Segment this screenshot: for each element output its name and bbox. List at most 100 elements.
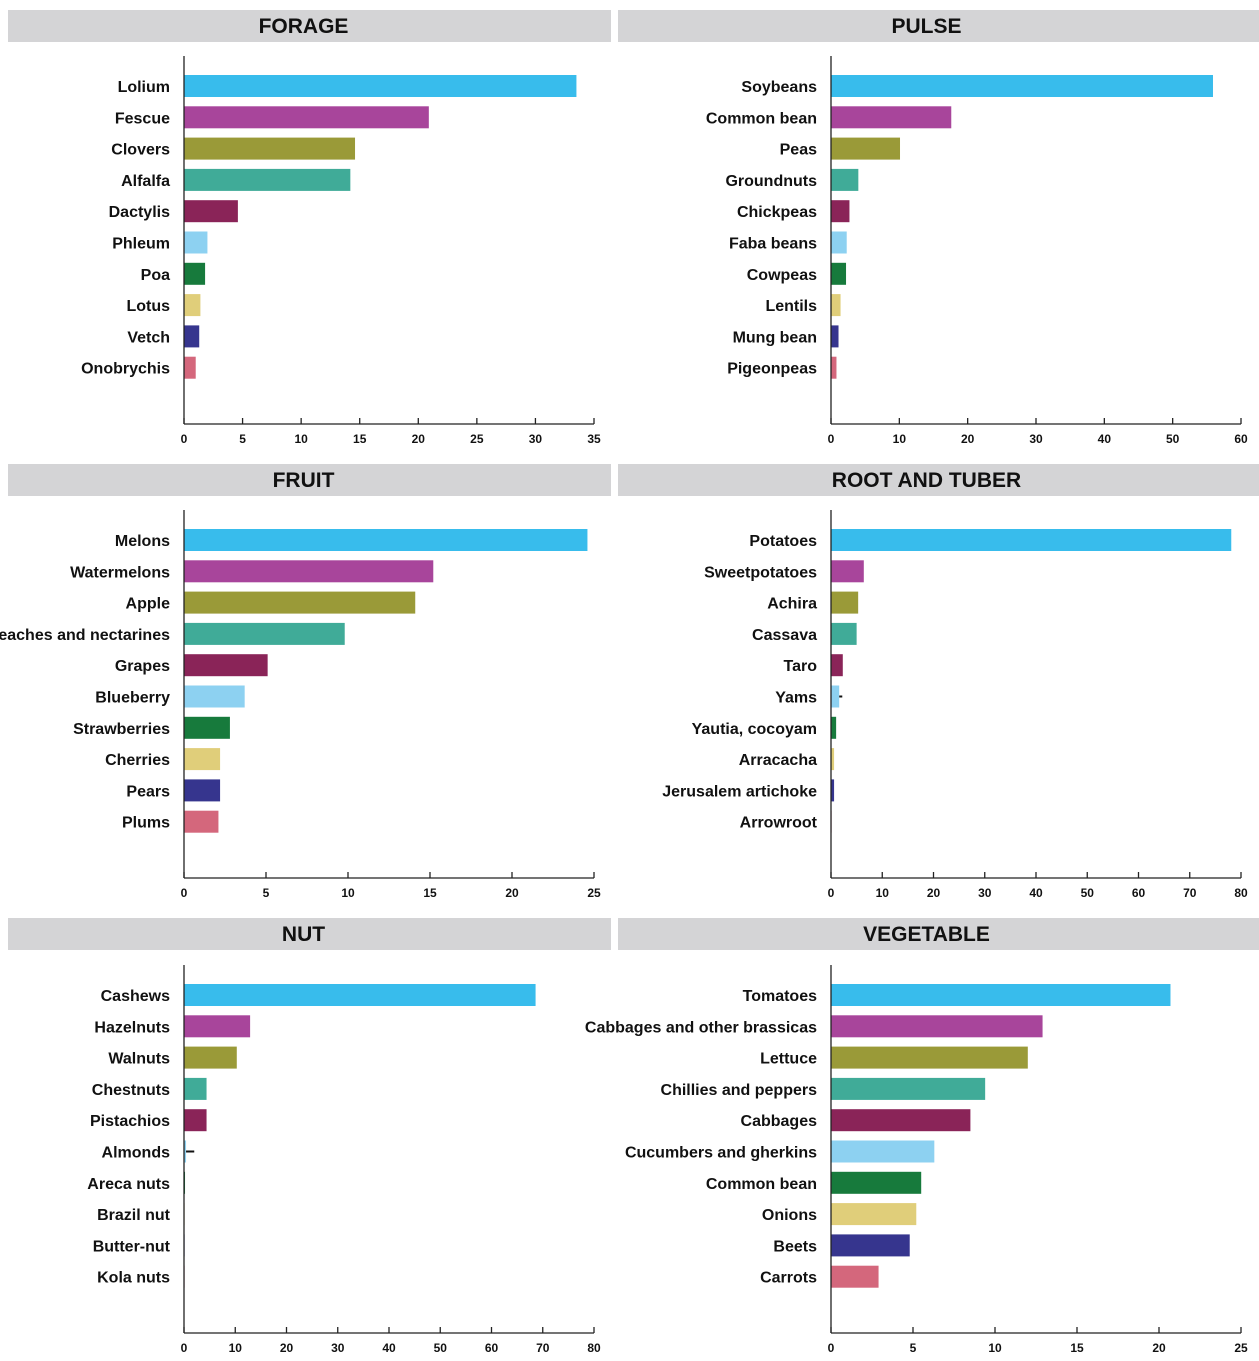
bar bbox=[831, 200, 850, 223]
chart-panel-vegetable: VEGETABLE Tomatoes Cabbages and other bras… bbox=[585, 918, 1259, 1355]
category-label: Grapes bbox=[115, 658, 170, 675]
bar bbox=[184, 529, 588, 551]
x-tick-label: 10 bbox=[988, 1341, 1002, 1355]
panel-title: FORAGE bbox=[259, 15, 349, 38]
bar bbox=[831, 529, 1232, 551]
category-label: Pigeonpeas bbox=[727, 361, 817, 378]
bar bbox=[184, 75, 577, 97]
x-tick-label: 80 bbox=[587, 1341, 601, 1355]
category-label: Lettuce bbox=[760, 1051, 817, 1068]
x-tick-label: 0 bbox=[181, 1341, 188, 1355]
bar bbox=[831, 1234, 910, 1257]
x-tick-label: 10 bbox=[893, 432, 907, 446]
bar bbox=[184, 622, 345, 645]
bar bbox=[831, 168, 859, 191]
bar bbox=[831, 1171, 922, 1194]
x-tick-label: 30 bbox=[529, 432, 543, 446]
category-label: Walnuts bbox=[108, 1051, 170, 1068]
x-tick-label: 50 bbox=[434, 1341, 448, 1355]
x-tick-label: 5 bbox=[263, 886, 270, 900]
bar bbox=[831, 1265, 879, 1288]
bar bbox=[831, 560, 864, 583]
bar bbox=[184, 294, 201, 317]
x-tick-label: 25 bbox=[1234, 1341, 1248, 1355]
category-label: Butter-nut bbox=[93, 1238, 171, 1255]
x-tick-label: 40 bbox=[1098, 432, 1112, 446]
bar bbox=[184, 685, 245, 708]
bar bbox=[831, 984, 1171, 1006]
x-tick-label: 10 bbox=[341, 886, 355, 900]
bar bbox=[831, 1140, 935, 1163]
bar bbox=[184, 1046, 237, 1069]
category-label: Blueberry bbox=[95, 690, 170, 707]
x-tick-label: 40 bbox=[1029, 886, 1043, 900]
category-label: Chillies and peppers bbox=[661, 1082, 818, 1099]
category-label: Beets bbox=[773, 1238, 817, 1255]
category-label: Lolium bbox=[118, 79, 170, 96]
category-label: Taro bbox=[784, 658, 818, 675]
category-label: Apple bbox=[126, 596, 171, 613]
panel-title: PULSE bbox=[891, 15, 961, 38]
category-label: Melons bbox=[115, 533, 170, 550]
chart-panel-pulse: PULSE Soybeans Common bean Peas Groundnuts Ch… bbox=[618, 10, 1259, 446]
x-tick-label: 35 bbox=[587, 432, 601, 446]
x-tick-label: 10 bbox=[229, 1341, 243, 1355]
category-label: Kola nuts bbox=[97, 1270, 170, 1287]
category-label: Vetch bbox=[127, 329, 170, 346]
bar bbox=[184, 262, 206, 285]
panel-header-band bbox=[8, 10, 611, 42]
bar bbox=[831, 1109, 971, 1132]
category-label: Cabbages bbox=[741, 1113, 818, 1130]
category-label: Lotus bbox=[126, 298, 170, 315]
bar bbox=[184, 137, 356, 160]
category-label: Brazil nut bbox=[97, 1207, 171, 1224]
bar bbox=[831, 1015, 1043, 1038]
bar bbox=[184, 356, 196, 379]
chart-panel-nut: NUT Cashews Hazelnuts Walnuts Chestnuts Pista… bbox=[8, 918, 611, 1355]
x-tick-label: 20 bbox=[280, 1341, 294, 1355]
category-label: Cowpeas bbox=[747, 267, 817, 284]
x-tick-label: 60 bbox=[485, 1341, 499, 1355]
x-tick-label: 10 bbox=[876, 886, 890, 900]
category-label: Soybeans bbox=[741, 79, 817, 96]
category-label: Cabbages and other brassicas bbox=[585, 1019, 817, 1036]
x-tick-label: 15 bbox=[353, 432, 367, 446]
bar bbox=[184, 200, 238, 223]
bar bbox=[831, 685, 840, 708]
chart-panel-forage: FORAGE Lolium Fescue Clovers Alfalfa Dactylis… bbox=[8, 10, 611, 446]
category-label: Pistachios bbox=[90, 1113, 170, 1130]
panel-title: FRUIT bbox=[273, 469, 335, 492]
x-tick-label: 5 bbox=[239, 432, 246, 446]
bar bbox=[831, 748, 835, 771]
x-tick-label: 0 bbox=[181, 886, 188, 900]
category-label: Strawberries bbox=[73, 721, 170, 738]
bar bbox=[831, 591, 859, 614]
bar bbox=[184, 1015, 251, 1038]
panel-header-band bbox=[8, 464, 611, 496]
category-label: Arrowroot bbox=[740, 815, 818, 832]
category-label: Poa bbox=[141, 267, 170, 284]
category-label: Fescue bbox=[115, 110, 170, 127]
category-label: Chestnuts bbox=[92, 1082, 170, 1099]
bar bbox=[184, 654, 268, 677]
panel-header-band bbox=[618, 464, 1259, 496]
x-tick-label: 50 bbox=[1166, 432, 1180, 446]
category-label: Common bean bbox=[706, 110, 817, 127]
chart-panel-root-and-tuber: ROOT AND TUBER Potatoes Sweetpotatoes Achir… bbox=[618, 464, 1259, 900]
bar bbox=[831, 654, 843, 677]
x-tick-label: 15 bbox=[423, 886, 437, 900]
x-tick-label: 10 bbox=[294, 432, 308, 446]
category-label: Peaches and nectarines bbox=[0, 627, 170, 644]
x-tick-label: 20 bbox=[1152, 1341, 1166, 1355]
bar bbox=[831, 294, 841, 317]
category-label: Achira bbox=[767, 596, 817, 613]
bar bbox=[184, 984, 536, 1006]
category-label: Cherries bbox=[105, 752, 170, 769]
bar bbox=[831, 262, 847, 285]
bar bbox=[831, 1077, 986, 1100]
bar bbox=[184, 1140, 187, 1163]
category-label: Pears bbox=[126, 783, 170, 800]
category-label: Lentils bbox=[765, 298, 817, 315]
panel-title: ROOT AND TUBER bbox=[832, 469, 1021, 492]
bar bbox=[184, 810, 219, 833]
